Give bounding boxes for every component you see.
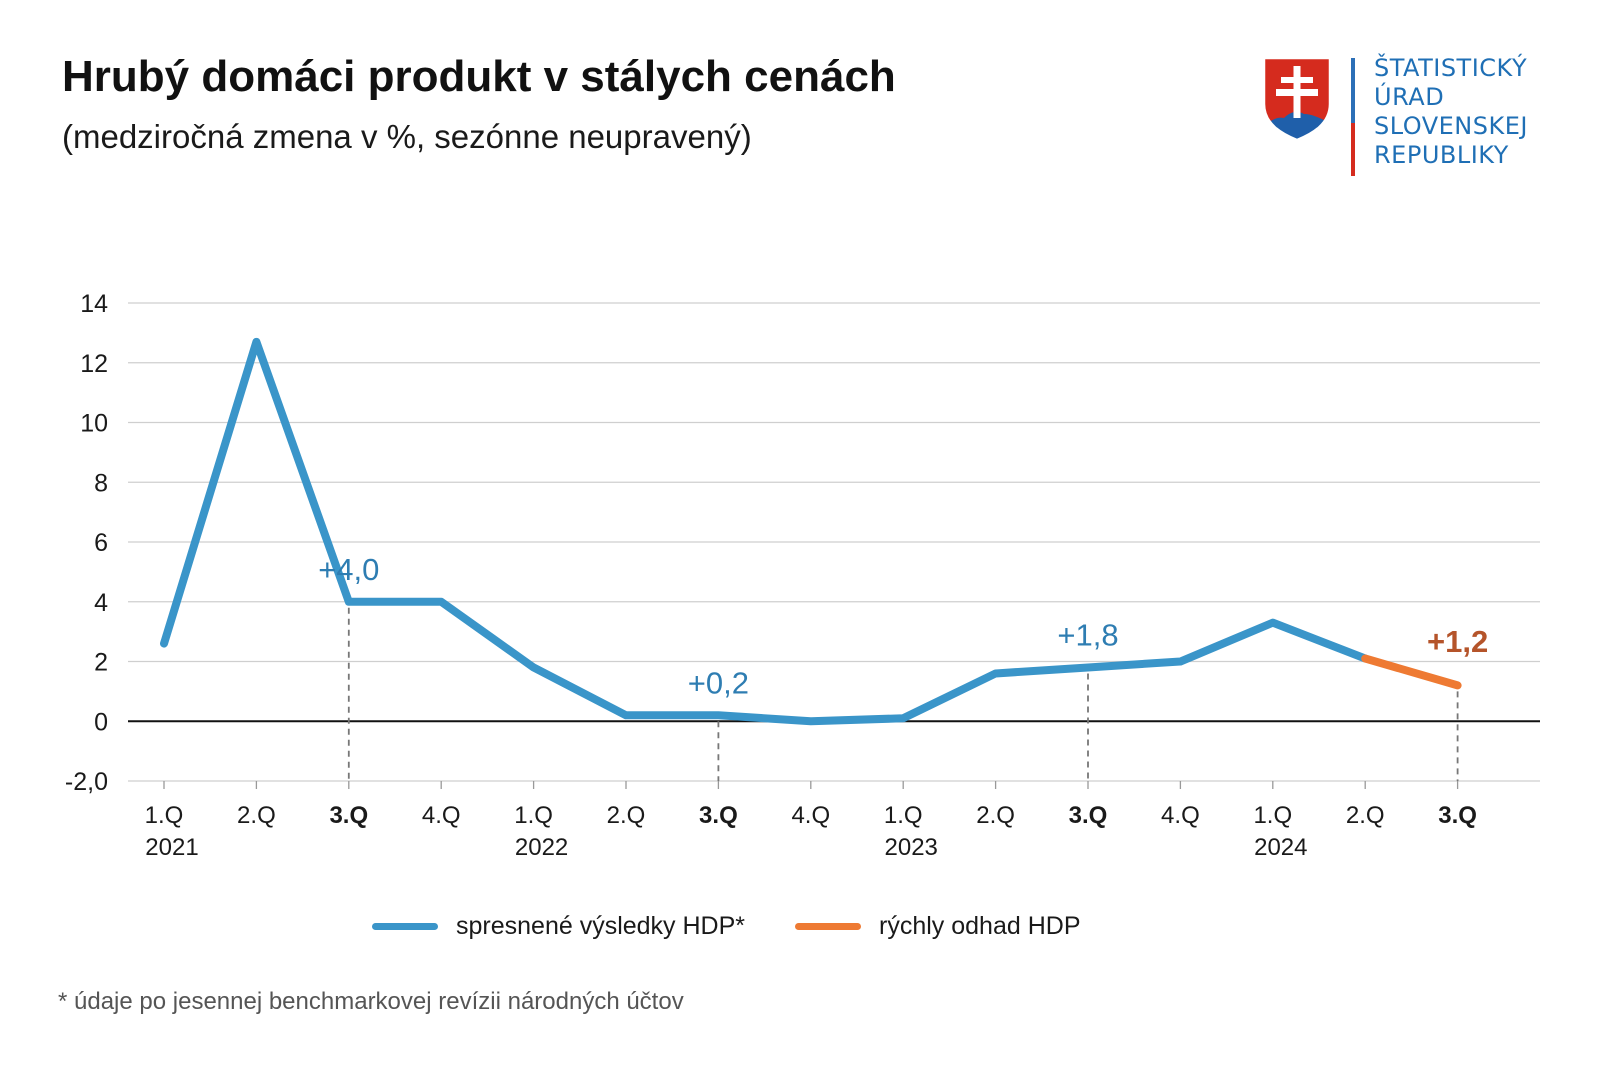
x-tick-label: 1.Q	[145, 802, 184, 829]
chart-subtitle: (medziročná zmena v %, sezónne neupraven…	[62, 118, 752, 155]
year-label: 2021	[145, 834, 198, 861]
y-tick-label: 10	[80, 410, 108, 438]
slovak-coat-of-arms-icon	[1262, 56, 1332, 142]
y-tick-label: 0	[94, 708, 108, 736]
x-tick-label: 2.Q	[607, 802, 646, 829]
legend-swatch-orange	[795, 923, 862, 930]
x-tick-label: 3.Q	[1069, 802, 1108, 829]
x-tick-label: 3.Q	[329, 802, 368, 829]
x-tick-label: 2.Q	[1346, 802, 1385, 829]
x-tick-label: 3.Q	[699, 802, 738, 829]
footnote: * údaje po jesennej benchmarkovej revízi…	[58, 988, 684, 1015]
year-label: 2023	[885, 834, 938, 861]
x-tick-label: 4.Q	[422, 802, 461, 829]
x-tick-label: 2.Q	[237, 802, 276, 829]
y-tick-label: 2	[94, 649, 108, 677]
series-line-revised	[160, 337, 1370, 726]
logo-line: REPUBLIKY	[1374, 141, 1509, 169]
year-label: 2024	[1254, 834, 1307, 861]
x-tick-label: 4.Q	[1161, 802, 1200, 829]
x-tick-label: 4.Q	[791, 802, 830, 829]
legend-swatch-blue	[372, 923, 438, 930]
data-label: +4,0	[318, 552, 379, 587]
x-tick-label: 1.Q	[514, 802, 553, 829]
data-label: +1,8	[1057, 617, 1118, 652]
logo-line: ÚRAD	[1374, 83, 1445, 111]
legend-item-revised: spresnené výsledky HDP*	[372, 912, 745, 941]
y-tick-label: 12	[80, 350, 108, 378]
legend-label: spresnené výsledky HDP*	[456, 912, 746, 940]
statistical-office-logo: ŠTATISTICKÝ ÚRAD SLOVENSKEJ REPUBLIKY	[1262, 54, 1564, 180]
logo-line: SLOVENSKEJ	[1374, 112, 1528, 140]
logo-text: ŠTATISTICKÝ ÚRAD SLOVENSKEJ REPUBLIKY	[1374, 54, 1564, 170]
x-tick-label: 3.Q	[1438, 802, 1477, 829]
chart-title: Hrubý domáci produkt v stálych cenách	[62, 52, 896, 101]
chart-legend: spresnené výsledky HDP* rýchly odhad HDP	[372, 912, 1131, 941]
y-tick-label: 14	[80, 290, 108, 318]
y-tick-label: 6	[94, 529, 108, 557]
y-tick-label: 4	[94, 589, 108, 617]
year-label: 2022	[515, 834, 568, 861]
logo-divider	[1351, 58, 1355, 176]
x-tick-label: 2.Q	[976, 802, 1015, 829]
gdp-line-chart: 14 12 10 8 6 4 2 0 -2,0 1.Q 2.Q 3.Q 4.Q 1.Q 2.Q 3.Q 4.Q 1…	[65, 290, 1540, 861]
legend-item-flash-estimate: rýchly odhad HDP	[795, 912, 1081, 941]
y-tick-label: 8	[94, 469, 108, 497]
data-label: +0,2	[688, 665, 749, 700]
logo-line: ŠTATISTICKÝ	[1374, 54, 1528, 82]
x-tick-label: 1.Q	[884, 802, 923, 829]
series-line-flash-estimate	[1361, 654, 1462, 690]
legend-label: rýchly odhad HDP	[879, 912, 1081, 940]
y-tick-label: -2,0	[65, 768, 108, 796]
data-label: +1,2	[1427, 624, 1488, 659]
x-tick-label: 1.Q	[1253, 802, 1292, 829]
